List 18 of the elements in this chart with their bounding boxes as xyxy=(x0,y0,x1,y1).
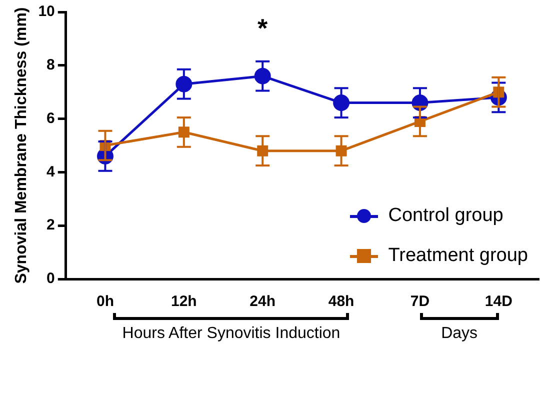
y-tick-label: 8 xyxy=(46,56,55,74)
text: Hours After Synovitis Induction xyxy=(121,325,342,343)
text: Days xyxy=(441,325,478,342)
y-tick-label: 6 xyxy=(46,110,55,127)
x-tick-label: 0h xyxy=(96,293,114,310)
x-tick-label: 12h xyxy=(170,293,197,310)
y-tick-label: 10 xyxy=(38,3,55,20)
annotation: * xyxy=(258,13,269,44)
x-tick-label: 24h xyxy=(250,293,276,310)
legend-label: Treatment group xyxy=(388,245,528,267)
legend-label: Control group xyxy=(388,205,504,227)
y-tick-label: 0 xyxy=(46,270,55,288)
y-tick-label: 2 xyxy=(46,216,55,234)
x-tick-label: 7D xyxy=(410,293,430,310)
x-tick-label: 48h xyxy=(328,293,354,310)
x-tick-label: 14D xyxy=(484,293,513,310)
y-axis-title: Synovial Membrane Thickness (mm) xyxy=(13,7,30,284)
y-tick-label: 4 xyxy=(46,163,56,180)
